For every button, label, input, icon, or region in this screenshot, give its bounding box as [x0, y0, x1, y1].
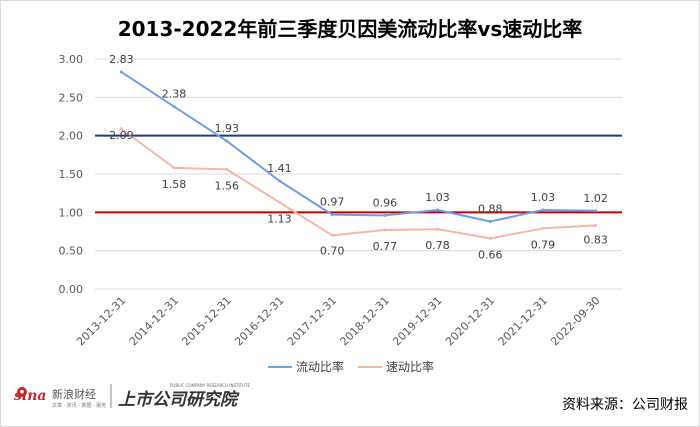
data-label: 0.79: [531, 238, 556, 251]
x-tick-label: 2018-12-31: [338, 294, 392, 348]
data-point: [172, 166, 176, 170]
data-point: [330, 213, 334, 217]
data-labels: 2.83 2.38 1.93 1.41 0.97 0.96 1.03 0.88 1.03 1.02…: [109, 53, 608, 261]
data-label: 0.97: [320, 196, 345, 209]
x-tick-label: 2017-12-31: [285, 294, 339, 348]
series-lines: [119, 70, 598, 240]
data-label: 2.83: [109, 53, 134, 66]
data-label: 2.09: [109, 129, 134, 142]
data-label: 0.70: [320, 244, 345, 257]
series-line-2: [120, 127, 596, 240]
data-point: [119, 127, 123, 131]
institute-logo: PUBLIC COMPANY RESEARCH INSTITUTE 上市公司研究…: [118, 383, 250, 410]
data-label: 1.56: [215, 179, 240, 192]
data-point: [330, 233, 334, 237]
sina-logo-cn: 新浪财经: [52, 387, 96, 401]
data-point: [225, 139, 229, 143]
y-tick-label: 2.00: [59, 130, 84, 143]
chart-title: 2013-2022年前三季度贝因美流动比率vs速动比率: [118, 17, 583, 41]
data-point: [277, 179, 281, 183]
data-label: 1.03: [531, 191, 556, 204]
data-point: [436, 227, 440, 231]
x-tick-label: 2016-12-31: [232, 294, 286, 348]
data-label: 1.93: [215, 122, 240, 135]
institute-logo-text: 上市公司研究院: [118, 390, 240, 410]
data-label: 0.78: [425, 239, 450, 252]
sina-logo: sina 新浪财经 文章 · 资讯 · 数据 · 服务: [14, 387, 106, 409]
series-line-1: [120, 71, 596, 223]
data-point: [119, 70, 123, 74]
x-tick-label: 2014-12-31: [127, 294, 181, 348]
y-tick-label: 2.50: [59, 91, 84, 104]
x-tick-label: 2013-12-31: [74, 294, 128, 348]
data-label: 1.41: [267, 162, 292, 175]
data-label: 0.83: [583, 233, 608, 246]
data-point: [383, 213, 387, 217]
legend-label: 流动比率: [296, 359, 344, 374]
y-tick-label: 1.00: [59, 206, 84, 219]
data-label: 0.66: [478, 248, 503, 261]
data-point: [541, 208, 545, 212]
data-point: [488, 220, 492, 224]
data-point: [594, 209, 598, 213]
sina-eye-pupil: [20, 390, 24, 394]
data-point: [541, 226, 545, 230]
y-tick-label: 0.00: [59, 283, 84, 296]
data-point: [225, 167, 229, 171]
sina-logo-text: sina: [14, 388, 46, 404]
data-label: 0.96: [373, 196, 398, 209]
legend: 流动比率 速动比率: [268, 359, 434, 374]
institute-logo-en: PUBLIC COMPANY RESEARCH INSTITUTE: [170, 383, 250, 388]
data-point: [594, 223, 598, 227]
footer: sina 新浪财经 文章 · 资讯 · 数据 · 服务 PUBLIC COMPA…: [14, 383, 688, 413]
y-tick-label: 3.00: [59, 53, 84, 66]
data-point: [277, 200, 281, 204]
source-note: 资料来源：公司财报: [562, 397, 688, 413]
x-tick-label: 2020-12-31: [443, 294, 497, 348]
sina-logo-sub: 文章 · 资讯 · 数据 · 服务: [52, 402, 106, 409]
x-tick-label: 2022-09-30: [548, 294, 602, 348]
data-label: 0.77: [373, 240, 398, 253]
data-label: 1.03: [425, 191, 450, 204]
data-point: [172, 105, 176, 109]
data-label: 1.58: [162, 178, 187, 191]
x-tick-label: 2019-12-31: [390, 294, 444, 348]
x-tick-label: 2015-12-31: [179, 294, 233, 348]
y-tick-label: 1.50: [59, 168, 84, 181]
legend-label: 速动比率: [386, 359, 434, 374]
y-tick-label: 0.50: [59, 245, 84, 258]
data-label: 1.13: [267, 212, 292, 225]
data-point: [436, 208, 440, 212]
data-label: 0.88: [478, 203, 503, 216]
data-label: 1.02: [583, 192, 608, 205]
data-point: [383, 228, 387, 232]
data-point: [488, 236, 492, 240]
data-label: 2.38: [162, 88, 187, 101]
x-tick-label: 2021-12-31: [496, 294, 550, 348]
